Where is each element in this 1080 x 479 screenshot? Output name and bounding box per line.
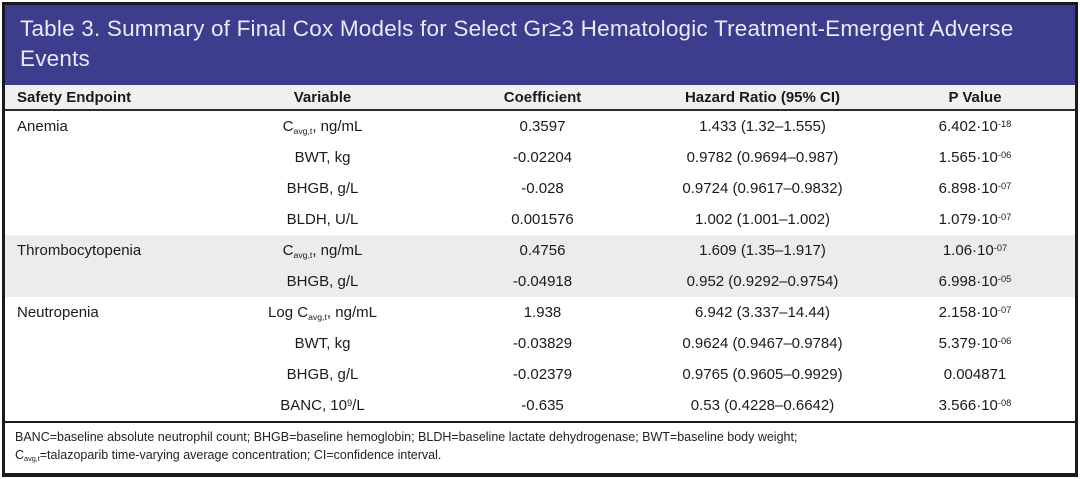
col-header-hazard-ratio: Hazard Ratio (95% CI) [684,88,841,106]
col-header-safety-endpoint: Safety Endpoint [17,88,132,106]
p-value-cell: 5.379·10-06 [938,335,1012,352]
p-value-cell: 6.998·10-05 [938,273,1012,290]
table-row: BWT, kg -0.03829 0.9624 (0.9467–0.9784) 5.3… [5,328,1075,359]
variable-cell: BWT, kg [294,335,351,352]
variable-cell: Cavg,t, ng/mL [282,242,363,260]
table-row: BHGB, g/L -0.02379 0.9765 (0.9605–0.9929) 0… [5,359,1075,390]
footnote-line: BANC=baseline absolute neutrophil count;… [15,430,798,444]
coefficient-cell: 1.938 [523,304,562,321]
p-value-cell: 3.566·10-08 [938,397,1012,414]
variable-cell: Log Cavg,t, ng/mL [268,304,377,322]
section-anemia: Anemia Cavg,t, ng/mL 0.3597 1.433 (1.32–1.5… [5,111,1075,235]
table-row: BHGB, g/L -0.028 0.9724 (0.9617–0.9832) 6.8… [5,173,1075,204]
column-header-row: Safety Endpoint Variable Coefficient Haz… [5,85,1075,111]
section-neutropenia: Neutropenia Log Cavg,t, ng/mL 1.938 6.942 (… [5,297,1075,421]
table-title: Table 3. Summary of Final Cox Models for… [5,5,1075,85]
endpoint-cell: Anemia [17,118,68,135]
coefficient-cell: 0.001576 [511,211,574,228]
endpoint-cell: Thrombocytopenia [17,242,142,259]
coefficient-cell: -0.635 [521,397,564,414]
variable-cell: BANC, 109/L [280,397,365,414]
hazard-ratio-cell: 0.53 (0.4228–0.6642) [690,397,835,414]
hazard-ratio-cell: 0.9765 (0.9605–0.9929) [682,366,843,383]
p-value-cell: 6.402·10-18 [938,118,1012,135]
variable-cell: BHGB, g/L [286,180,359,197]
hazard-ratio-cell: 1.609 (1.35–1.917) [699,242,826,259]
hazard-ratio-cell: 6.942 (3.337–14.44) [694,304,831,321]
coefficient-cell: -0.02204 [512,149,573,166]
p-value-cell: 0.004871 [943,366,1007,383]
p-value-cell: 2.158·10-07 [938,304,1012,321]
footnote-line: Cavg,t=talazoparib time-varying average … [15,447,442,464]
p-value-cell: 1.565·10-06 [938,149,1012,166]
p-value-cell: 6.898·10-07 [938,180,1012,197]
coefficient-cell: -0.02379 [512,366,573,383]
variable-cell: BHGB, g/L [286,366,359,383]
coefficient-cell: 0.3597 [519,118,566,135]
variable-cell: BHGB, g/L [286,273,359,290]
col-header-variable: Variable [293,88,352,106]
col-header-coefficient: Coefficient [503,88,582,106]
table-row: Neutropenia Log Cavg,t, ng/mL 1.938 6.942 (… [5,297,1075,328]
variable-cell: Cavg,t, ng/mL [282,118,363,136]
table-row: Anemia Cavg,t, ng/mL 0.3597 1.433 (1.32–1.5… [5,111,1075,142]
hazard-ratio-cell: 0.9624 (0.9467–0.9784) [682,335,843,352]
endpoint-cell: Neutropenia [17,304,99,321]
col-header-p-value: P Value [948,88,1002,106]
coefficient-cell: -0.03829 [512,335,573,352]
table-row: BHGB, g/L -0.04918 0.952 (0.9292–0.9754) 6.… [5,266,1075,297]
variable-cell: BWT, kg [294,149,351,166]
hazard-ratio-cell: 0.9782 (0.9694–0.987) [686,149,839,166]
coefficient-cell: 0.4756 [519,242,566,259]
hazard-ratio-cell: 0.952 (0.9292–0.9754) [686,273,839,290]
hazard-ratio-cell: 1.002 (1.001–1.002) [694,211,831,228]
hazard-ratio-cell: 1.433 (1.32–1.555) [699,118,826,135]
coefficient-cell: -0.04918 [512,273,573,290]
table-row: BLDH, U/L 0.001576 1.002 (1.001–1.002) 1.07… [5,204,1075,235]
coefficient-cell: -0.028 [521,180,564,197]
table-row: BWT, kg -0.02204 0.9782 (0.9694–0.987) 1.56… [5,142,1075,173]
variable-cell: BLDH, U/L [286,211,359,228]
table-row: BANC, 109/L -0.635 0.53 (0.4228–0.6642) 3.5… [5,390,1075,421]
hazard-ratio-cell: 0.9724 (0.9617–0.9832) [682,180,843,197]
section-thrombocytopenia: Thrombocytopenia Cavg,t, ng/mL 0.4756 1.609… [5,235,1075,297]
table-body: Anemia Cavg,t, ng/mL 0.3597 1.433 (1.32–1.5… [5,111,1075,421]
p-value-cell: 1.079·10-07 [938,211,1012,228]
p-value-cell: 1.06·10-07 [942,242,1008,259]
footnote: BANC=baseline absolute neutrophil count;… [5,421,1075,465]
table-row: Thrombocytopenia Cavg,t, ng/mL 0.4756 1.609… [5,235,1075,266]
